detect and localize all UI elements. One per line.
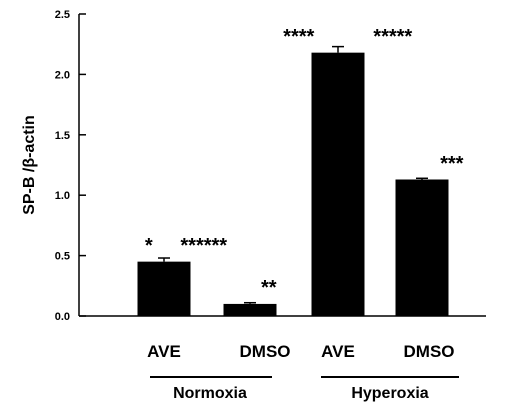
significance-annotation: *** (439, 153, 464, 175)
y-tick-label: 0.5 (55, 251, 70, 263)
bar (137, 261, 191, 316)
category-label-ave-hyperoxia: AVE (321, 342, 355, 361)
group-label-hyperoxia: Hyperoxia (351, 385, 428, 402)
y-tick-label: 2.0 (55, 69, 70, 81)
significance-annotation: **** (282, 26, 314, 48)
significance-annotation: ***** (373, 26, 413, 48)
y-tick-label: 2.5 (55, 9, 70, 21)
y-tick-label: 1.5 (55, 130, 70, 142)
bar (395, 179, 449, 316)
category-label-ave-normoxia: AVE (147, 342, 181, 361)
category-label-dmso-hyperoxia: DMSO (404, 342, 455, 361)
bar (311, 52, 365, 316)
group-label-normoxia: Normoxia (173, 385, 247, 402)
error-bars (158, 45, 428, 304)
bars (137, 52, 449, 316)
y-tick-label: 1.0 (55, 190, 70, 202)
y-axis-label: SP-B /β-actin (21, 115, 38, 215)
annotations: * ************ ******** (144, 26, 464, 299)
bar (223, 303, 277, 316)
y-tick-label: 0.0 (55, 311, 70, 323)
category-labels: AVE DMSO AVE DMSO (147, 342, 454, 361)
y-ticks: 0.0 0.5 1.0 1.5 2.0 2.5 (55, 9, 86, 323)
significance-annotation: ** (260, 277, 277, 299)
significance-annotation: ****** (180, 235, 228, 257)
category-label-dmso-normoxia: DMSO (240, 342, 291, 361)
significance-annotation: * (144, 235, 153, 257)
